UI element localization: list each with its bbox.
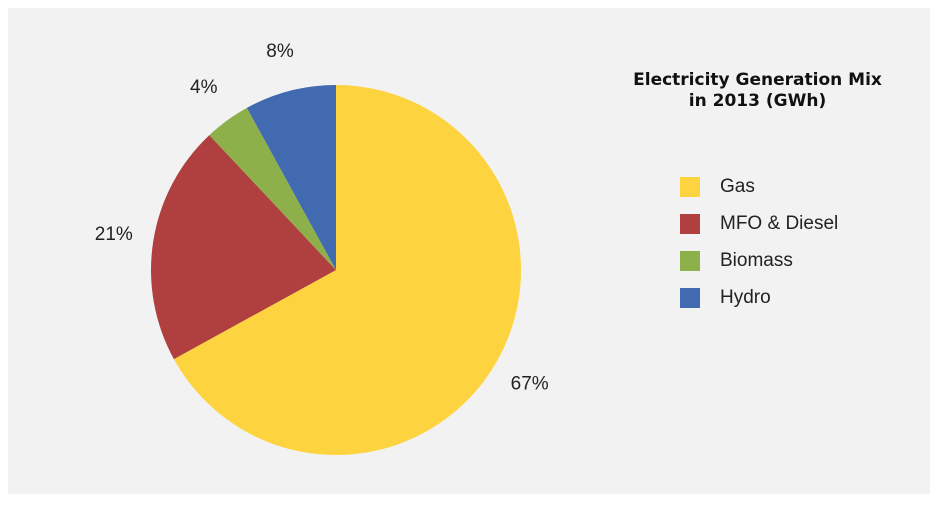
legend-swatch — [680, 177, 700, 197]
data-label: 4% — [190, 77, 218, 98]
legend-label: Biomass — [720, 250, 793, 271]
title-box: Electricity Generation Mix in 2013 (GWh) — [633, 70, 882, 111]
legend-swatch — [680, 251, 700, 271]
data-label: 67% — [511, 374, 549, 395]
legend-swatch — [680, 288, 700, 308]
legend-label: MFO & Diesel — [720, 213, 838, 234]
data-label: 8% — [266, 41, 294, 62]
legend-label: Hydro — [720, 287, 771, 308]
pie-slice — [173, 85, 522, 456]
chart-title: Electricity Generation Mix in 2013 (GWh) — [633, 70, 882, 111]
pie-slice — [151, 135, 336, 360]
pie-slice — [246, 85, 336, 270]
legend-swatch — [680, 214, 700, 234]
data-label: 21% — [95, 224, 133, 245]
legend-label: Gas — [720, 176, 755, 197]
pie-slice — [209, 107, 336, 270]
